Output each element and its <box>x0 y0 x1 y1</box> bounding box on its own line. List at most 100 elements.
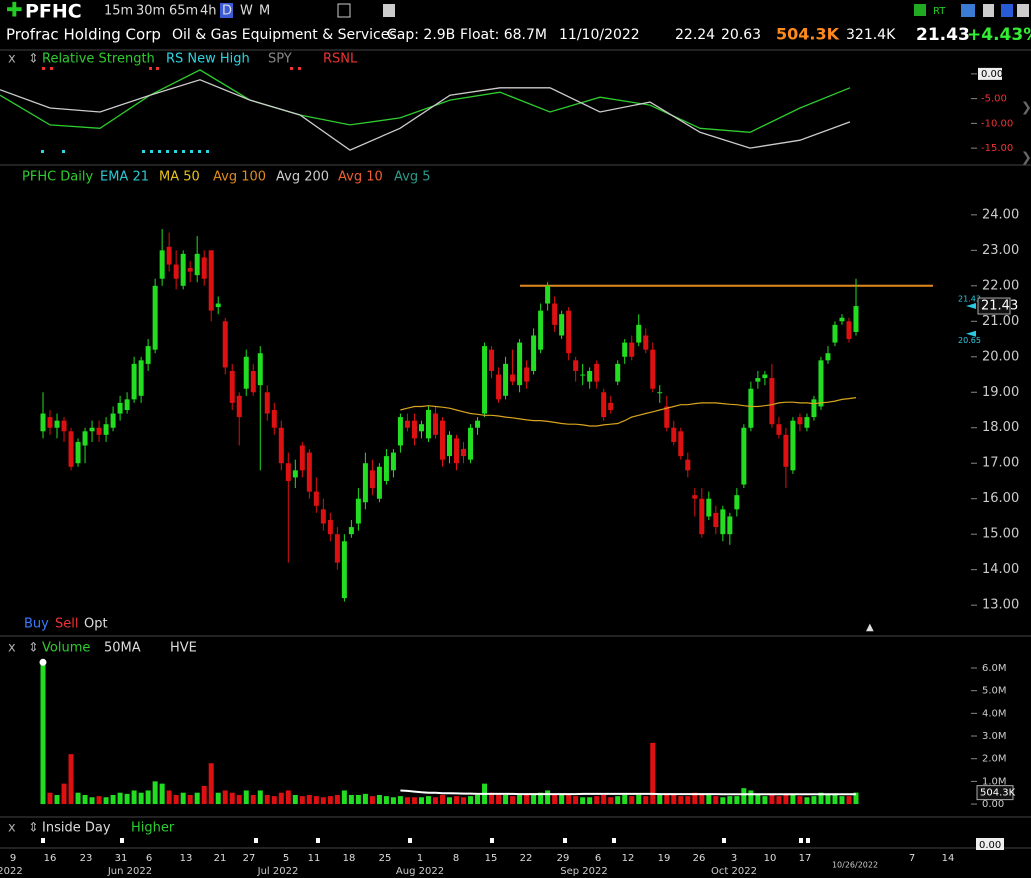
y-tick-label: 6.0M <box>982 663 1007 674</box>
volume-ma-line <box>400 789 856 796</box>
legend-item[interactable]: EMA 21 <box>100 170 149 185</box>
price-tag: 20.65 <box>958 336 981 345</box>
timeframe-button[interactable]: 65m <box>169 4 198 19</box>
legend-item[interactable]: 50MA <box>104 641 141 656</box>
scroll-arrow[interactable]: ❯ <box>1021 101 1031 116</box>
legend-item[interactable]: Volume <box>42 641 90 656</box>
volume-bar <box>173 794 179 805</box>
close-panel[interactable]: x <box>8 821 16 836</box>
candle-body <box>797 417 803 425</box>
close-panel[interactable]: x <box>8 52 16 67</box>
rt-badge[interactable]: RT <box>933 6 946 17</box>
candle-body <box>376 466 382 499</box>
close-panel[interactable]: x <box>8 641 16 656</box>
volume-bar <box>187 794 193 805</box>
candle-body <box>152 285 158 350</box>
scroll-arrow[interactable]: ❯ <box>1021 151 1031 166</box>
volume-bar <box>131 790 137 805</box>
legend-item[interactable]: Inside Day <box>42 821 111 836</box>
volume-bar <box>503 794 509 805</box>
legend-item[interactable]: RS New High <box>166 52 250 67</box>
timeframe-button[interactable]: W <box>240 4 253 19</box>
timeframe-button[interactable]: 15m <box>104 4 133 19</box>
candle-body <box>769 378 775 425</box>
volume-bar <box>818 792 824 805</box>
x-tick-label: 13 <box>180 853 193 864</box>
candle-body <box>320 509 326 524</box>
volume-bar <box>804 797 810 805</box>
y-tick-label: 1.0M <box>982 776 1007 787</box>
legend-item[interactable]: Avg 200 <box>276 170 329 185</box>
tool-icon[interactable] <box>383 4 395 17</box>
tool-icon[interactable] <box>337 3 351 18</box>
volume-bar <box>89 797 95 805</box>
tool-icon[interactable] <box>983 4 994 17</box>
candle-body <box>636 324 642 343</box>
candle-body <box>475 420 481 428</box>
legend-item[interactable]: Avg 5 <box>394 170 430 185</box>
volume-bar <box>418 797 424 805</box>
legend-item[interactable]: Higher <box>131 821 175 836</box>
candle-body <box>418 424 424 432</box>
candle-body <box>734 495 740 510</box>
x-tick-label: 25 <box>379 853 392 864</box>
sell-button[interactable]: Sell <box>55 617 78 632</box>
timeframe-button[interactable]: D <box>222 4 232 19</box>
legend-item[interactable]: PFHC Daily <box>22 170 94 185</box>
add-icon[interactable]: ✚ <box>6 0 23 22</box>
volume-bar <box>411 797 417 805</box>
drag-handle[interactable]: ⇕ <box>28 52 39 67</box>
tool-icon[interactable] <box>1017 4 1029 17</box>
y-tick-label: 0.00 <box>981 69 1003 80</box>
timeframe-button[interactable]: M <box>259 4 270 19</box>
candle-body <box>482 346 488 414</box>
candle-body <box>601 392 607 418</box>
options-button[interactable]: Opt <box>84 617 108 632</box>
tool-icon[interactable] <box>1001 4 1013 17</box>
tool-icon[interactable] <box>914 4 926 16</box>
legend-item[interactable]: RSNL <box>323 52 358 67</box>
collapse-arrow[interactable]: ▲ <box>866 622 874 633</box>
y-tick-label: 3.0M <box>982 731 1007 742</box>
legend-item[interactable]: MA 50 <box>159 170 200 185</box>
x-tick-label: 19 <box>658 853 671 864</box>
candle-body <box>131 363 137 400</box>
legend-item[interactable]: SPY <box>268 52 292 67</box>
signal-markers <box>41 838 810 843</box>
timeframe-button[interactable]: 30m <box>136 4 165 19</box>
candle-body <box>461 449 467 457</box>
tool-icon[interactable] <box>961 4 975 17</box>
x-tick-label: 31 <box>115 853 128 864</box>
last-price: 21.43 <box>916 25 970 45</box>
drag-handle[interactable]: ⇕ <box>28 821 39 836</box>
drag-handle[interactable]: ⇕ <box>28 641 39 656</box>
volume-bar <box>383 796 389 805</box>
legend-item[interactable]: Avg 100 <box>213 170 266 185</box>
symbol[interactable]: PFHC <box>25 1 82 23</box>
candle-body <box>404 420 410 428</box>
volume-bar <box>811 796 817 805</box>
candle-body <box>657 392 663 394</box>
candle-body <box>390 452 396 471</box>
volume-bar <box>671 794 677 805</box>
value-tag <box>976 838 1004 850</box>
legend-item[interactable]: Relative Strength <box>42 52 155 67</box>
candle-body <box>362 463 368 503</box>
volume-bar <box>201 785 207 805</box>
candle-body <box>397 417 403 446</box>
y-tick-label: 15.00 <box>982 527 1019 542</box>
volume-bar <box>545 790 551 805</box>
legend-item[interactable]: HVE <box>170 641 197 656</box>
candle-body <box>524 367 530 382</box>
volume-bar <box>783 793 789 805</box>
volume-bar <box>643 796 649 805</box>
volume-bar <box>706 794 712 805</box>
legend-item[interactable]: Avg 10 <box>338 170 383 185</box>
timeframe-button[interactable]: 4h <box>200 4 217 19</box>
candle-body <box>853 306 859 332</box>
volume-bar <box>461 797 467 805</box>
buy-button[interactable]: Buy <box>24 617 49 632</box>
active-timeframe <box>220 3 233 18</box>
candle-body <box>678 431 684 457</box>
